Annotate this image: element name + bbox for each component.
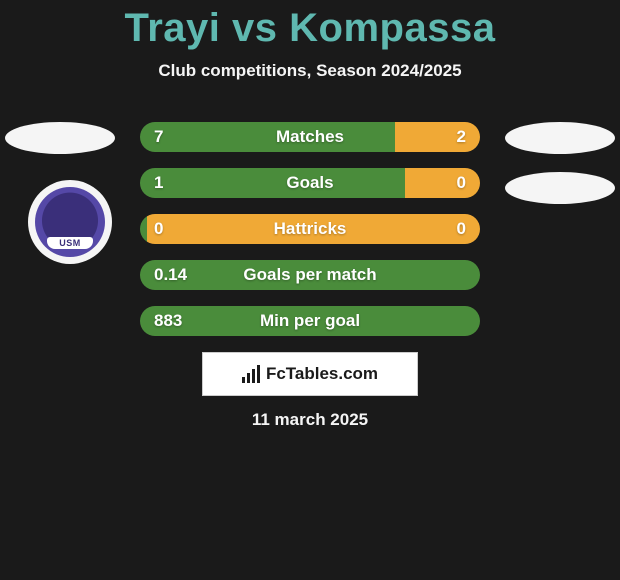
page-title: Trayi vs Kompassa — [0, 0, 620, 51]
stat-right-value: 2 — [457, 122, 466, 152]
right-oval-1 — [505, 122, 615, 154]
stat-name: Goals per match — [140, 260, 480, 290]
stat-row: 0Hattricks0 — [140, 214, 480, 244]
stat-name: Min per goal — [140, 306, 480, 336]
stat-row: 7Matches2 — [140, 122, 480, 152]
stat-name: Goals — [140, 168, 480, 198]
stat-name: Hattricks — [140, 214, 480, 244]
bar-chart-icon — [242, 365, 260, 383]
stats-bars: 7Matches21Goals00Hattricks00.14Goals per… — [140, 122, 480, 352]
stat-right-value: 0 — [457, 214, 466, 244]
stat-row: 883Min per goal — [140, 306, 480, 336]
brand-text: FcTables.com — [266, 364, 378, 384]
player-left-name: Trayi — [125, 6, 221, 50]
stat-name: Matches — [140, 122, 480, 152]
stat-row: 0.14Goals per match — [140, 260, 480, 290]
brand-box: FcTables.com — [202, 352, 418, 396]
player-right-name: Kompassa — [289, 6, 495, 50]
club-badge: USM — [28, 180, 112, 264]
subtitle: Club competitions, Season 2024/2025 — [0, 61, 620, 81]
club-badge-inner: USM — [35, 187, 105, 257]
date: 11 march 2025 — [0, 410, 620, 430]
right-oval-2 — [505, 172, 615, 204]
vs-label: vs — [232, 6, 278, 50]
stat-row: 1Goals0 — [140, 168, 480, 198]
club-badge-text: USM — [59, 238, 81, 248]
left-oval-1 — [5, 122, 115, 154]
stat-right-value: 0 — [457, 168, 466, 198]
